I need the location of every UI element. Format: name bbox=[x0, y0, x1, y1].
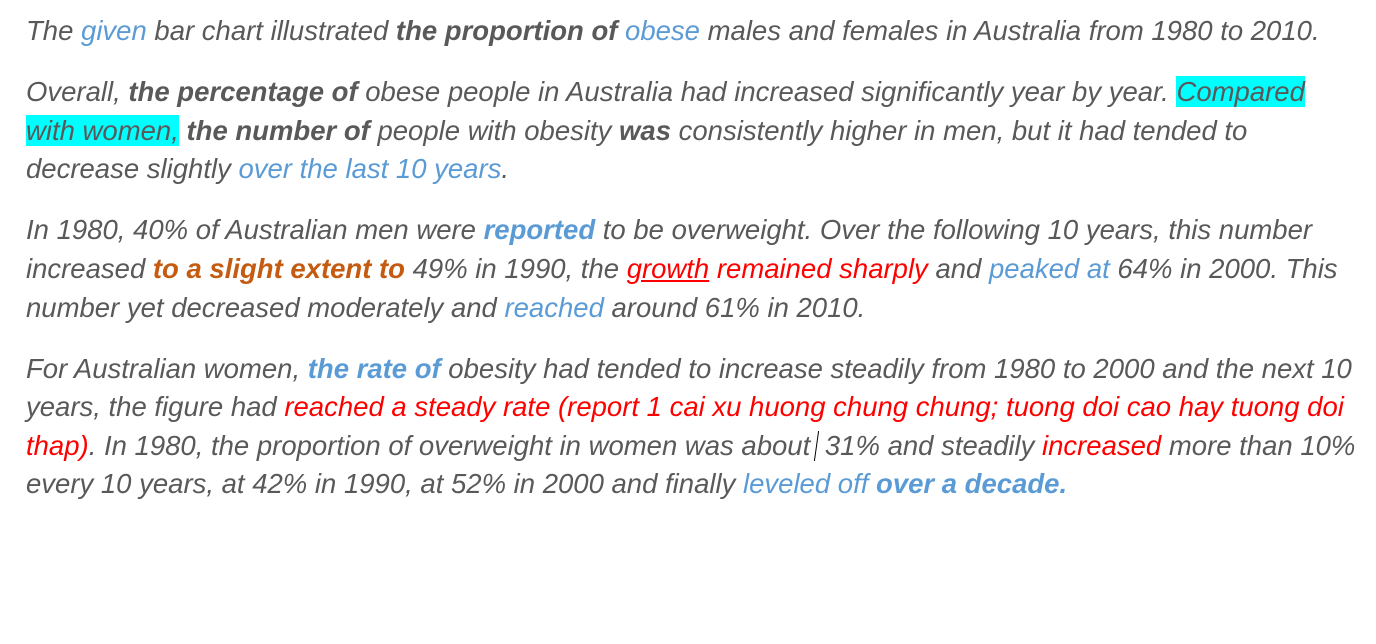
formatted-text: increased bbox=[1041, 429, 1162, 461]
formatted-text: growth bbox=[626, 252, 710, 284]
paragraph-men: In 1980, 40% of Australian men were repo… bbox=[26, 211, 1361, 327]
text-run: 49% in 1990, the bbox=[404, 252, 627, 284]
text-run: Overall, bbox=[26, 76, 129, 108]
text-run: people with obesity bbox=[369, 114, 620, 146]
formatted-text: reached bbox=[504, 291, 604, 323]
formatted-text: over the last 10 years bbox=[238, 153, 502, 185]
text-run: . In 1980, the proportion of overweight … bbox=[88, 429, 811, 461]
formatted-text: to a slight extent to bbox=[152, 252, 405, 284]
text-run: The bbox=[26, 15, 82, 46]
text-run: For Australian women, bbox=[26, 352, 308, 384]
formatted-text: was bbox=[619, 114, 671, 146]
text-run bbox=[868, 468, 876, 499]
text-run: around 61% in 2010. bbox=[603, 291, 866, 323]
paragraph-women: For Australian women, the rate of obesit… bbox=[26, 350, 1361, 504]
text-run: to be overweight. Over the following 10 … bbox=[26, 214, 1313, 284]
formatted-text: the proportion of bbox=[395, 15, 618, 46]
formatted-text: the rate of bbox=[307, 352, 441, 384]
formatted-text: reached a steady rate (report 1 cai xu h… bbox=[26, 391, 1344, 461]
formatted-text: remained sharply bbox=[716, 252, 928, 284]
text-run bbox=[709, 253, 717, 284]
formatted-text: given bbox=[81, 15, 147, 46]
text-run bbox=[617, 15, 625, 46]
formatted-text: the number of bbox=[186, 114, 370, 146]
text-run: In 1980, 40% of Australian men were bbox=[26, 214, 484, 246]
formatted-text: the percentage of bbox=[128, 76, 358, 108]
document-body: The given bar chart illustrated the prop… bbox=[26, 12, 1361, 504]
text-run: obese people in Australia had increased … bbox=[357, 76, 1177, 108]
text-run: 64% in 2000. This number yet decreased m… bbox=[26, 252, 1338, 323]
text-run: obesity had tended to increase steadily … bbox=[26, 352, 1352, 423]
text-run: males and females in Australia from 1980… bbox=[699, 15, 1320, 46]
text-run: bar chart illustrated bbox=[146, 15, 396, 46]
paragraph-intro: The given bar chart illustrated the prop… bbox=[26, 12, 1361, 51]
text-run: 31% and steadily bbox=[817, 429, 1042, 461]
formatted-text: over a decade. bbox=[876, 468, 1068, 500]
text-run: . bbox=[501, 153, 510, 185]
text-run: more than 10% every 10 years, at 42% in … bbox=[26, 429, 1356, 500]
paragraph-overview: Overall, the percentage of obese people … bbox=[26, 73, 1361, 189]
formatted-text: leveled off bbox=[743, 468, 869, 500]
formatted-text: peaked at bbox=[988, 252, 1110, 284]
formatted-text: reported bbox=[483, 214, 596, 246]
formatted-text: obese bbox=[625, 15, 700, 46]
text-run: consistently higher in men, but it had t… bbox=[26, 114, 1248, 185]
text-run: and bbox=[927, 252, 989, 284]
